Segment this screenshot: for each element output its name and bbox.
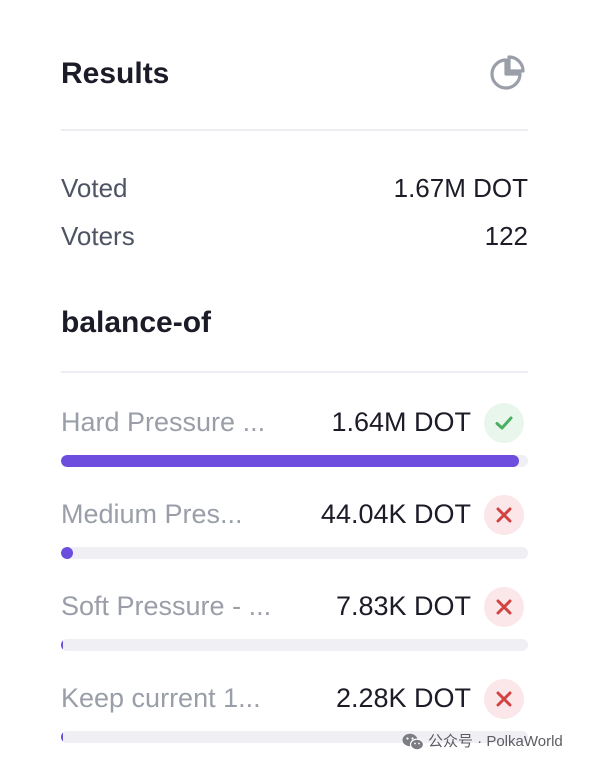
option-label: Hard Pressure ... [61, 407, 266, 437]
cross-icon [484, 495, 524, 535]
watermark: 公众号 · PolkaWorld [402, 731, 563, 753]
progress-bar [61, 639, 528, 651]
stat-row-voters: Voters 122 [61, 219, 528, 253]
vote-option: Medium Pres... 44.04K DOT [61, 495, 528, 565]
option-label: Keep current 1... [61, 683, 261, 713]
check-icon [484, 403, 524, 443]
vote-option: Soft Pressure - ... 7.83K DOT [61, 587, 528, 657]
watermark-text: 公众号 · PolkaWorld [428, 733, 563, 750]
progress-fill [61, 639, 63, 651]
results-header: Results [61, 52, 528, 96]
pie-chart-icon[interactable] [486, 54, 526, 94]
results-title: Results [61, 57, 170, 90]
stat-row-voted: Voted 1.67M DOT [61, 171, 528, 205]
vote-option: Hard Pressure ... 1.64M DOT [61, 403, 528, 473]
header-divider [61, 129, 528, 131]
progress-fill [61, 731, 63, 743]
stat-label: Voted [61, 173, 128, 203]
section-title: balance-of [61, 306, 212, 339]
option-value: 1.64M DOT [331, 407, 471, 437]
wechat-icon [402, 733, 425, 751]
progress-bar [61, 455, 528, 467]
cross-icon [484, 587, 524, 627]
option-value: 7.83K DOT [335, 591, 471, 621]
stat-label: Voters [61, 221, 135, 251]
progress-bar [61, 547, 528, 559]
option-value: 44.04K DOT [320, 499, 471, 529]
stat-value: 122 [484, 221, 528, 251]
option-value: 2.28K DOT [335, 683, 471, 713]
progress-fill [61, 455, 519, 467]
stat-value: 1.67M DOT [393, 173, 528, 203]
cross-icon [484, 679, 524, 719]
option-label: Soft Pressure - ... [61, 591, 272, 621]
progress-fill [61, 547, 73, 559]
section-divider [61, 371, 528, 373]
option-label: Medium Pres... [61, 499, 243, 529]
